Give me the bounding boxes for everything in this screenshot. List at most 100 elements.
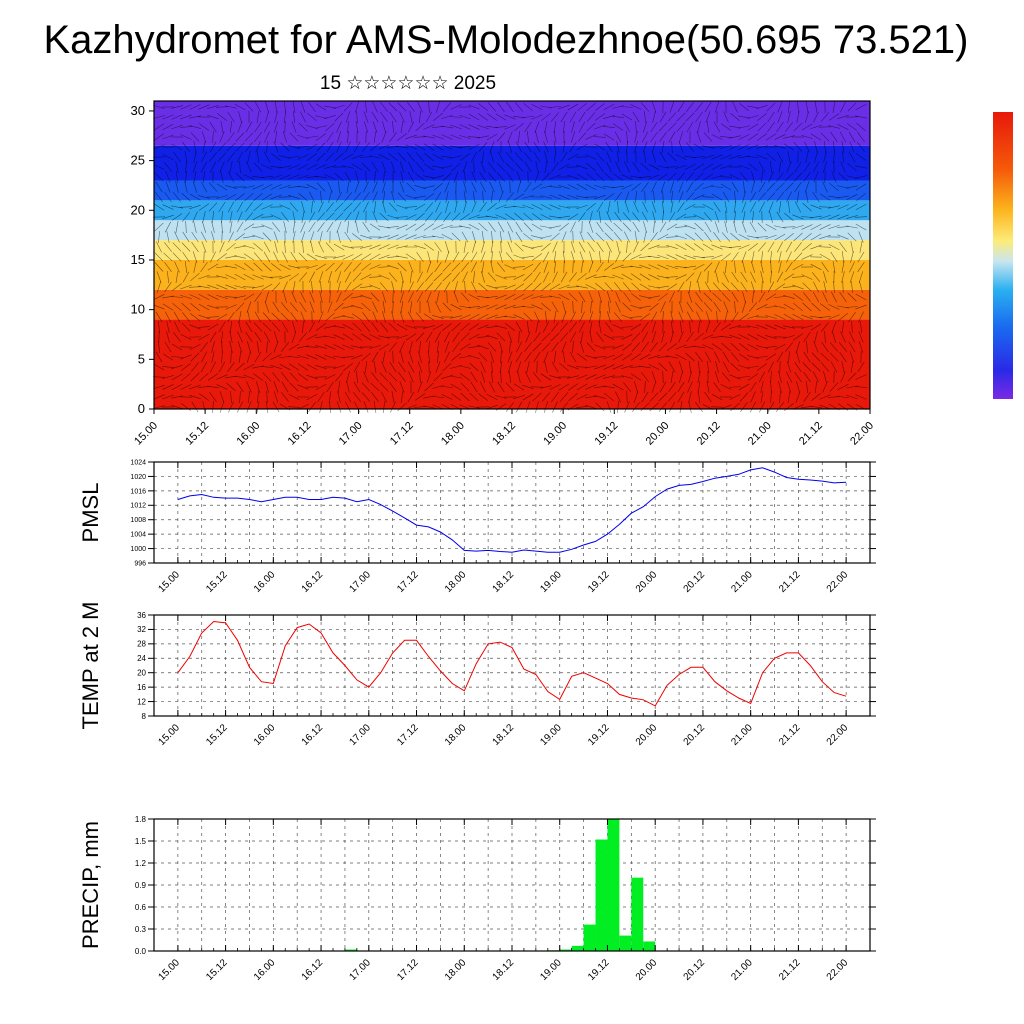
wind-barb bbox=[437, 250, 439, 264]
wind-barb bbox=[463, 241, 467, 253]
wind-barb bbox=[648, 244, 660, 250]
wind-barb bbox=[270, 194, 282, 200]
wind-barb bbox=[175, 271, 179, 283]
wind-barb bbox=[261, 176, 273, 178]
wind-barb bbox=[182, 141, 190, 153]
wind-barb bbox=[603, 334, 615, 340]
x-tick-label: 18.12 bbox=[490, 420, 518, 448]
wind-barb bbox=[694, 302, 704, 312]
wind-barb bbox=[171, 383, 183, 391]
wind-barb bbox=[379, 382, 389, 392]
wind-barb bbox=[351, 295, 363, 299]
wind-barb bbox=[207, 373, 219, 381]
wind-barb bbox=[515, 321, 523, 333]
wind-barb bbox=[687, 381, 693, 393]
wind-barb bbox=[245, 201, 253, 213]
wind-barb bbox=[363, 371, 369, 383]
wind-barb bbox=[184, 261, 188, 273]
x-tick-label: 20.12 bbox=[682, 957, 708, 983]
wind-barb bbox=[603, 133, 615, 141]
wind-barb bbox=[704, 221, 712, 233]
wind-barb bbox=[262, 312, 272, 322]
wind-barb bbox=[794, 242, 802, 252]
wind-barb bbox=[620, 266, 634, 268]
wind-barb bbox=[260, 216, 274, 218]
wind-barb bbox=[441, 134, 453, 140]
wind-barb bbox=[623, 382, 631, 392]
wind-barb bbox=[399, 111, 405, 123]
wind-barb bbox=[570, 131, 576, 143]
wind-barb bbox=[256, 401, 260, 413]
wind-barb bbox=[769, 211, 773, 223]
wind-barb bbox=[585, 365, 597, 369]
wind-barb bbox=[810, 323, 822, 331]
wind-barb bbox=[720, 323, 732, 331]
wind-barb bbox=[496, 332, 506, 342]
wind-barb bbox=[814, 101, 818, 113]
wind-barb bbox=[720, 123, 732, 131]
wind-barb bbox=[467, 306, 481, 308]
wind-barb bbox=[559, 402, 569, 412]
y-tick-label: 1020 bbox=[130, 474, 146, 481]
wind-barb bbox=[471, 281, 477, 293]
wind-barb bbox=[828, 304, 840, 310]
wind-barb bbox=[361, 302, 371, 312]
wind-barb bbox=[387, 146, 399, 148]
wind-barb bbox=[300, 231, 306, 243]
wind-barb bbox=[603, 354, 615, 360]
wind-barb bbox=[477, 113, 489, 121]
wind-barb bbox=[796, 381, 800, 393]
wind-barb bbox=[778, 371, 782, 383]
wind-barb bbox=[517, 181, 521, 193]
wind-barb bbox=[361, 322, 371, 332]
wind-barb bbox=[793, 172, 803, 182]
wind-barb bbox=[407, 311, 415, 323]
wind-barb bbox=[683, 216, 697, 218]
wind-barb bbox=[164, 261, 172, 273]
wind-barb bbox=[676, 172, 686, 182]
wind-barb bbox=[733, 201, 737, 213]
wind-barb bbox=[162, 134, 174, 140]
wind-barb bbox=[360, 333, 372, 341]
wind-barb bbox=[495, 214, 507, 220]
wind-barb bbox=[505, 402, 515, 412]
wind-barb bbox=[382, 311, 386, 323]
wind-barb bbox=[396, 234, 408, 240]
wind-barb bbox=[686, 301, 694, 313]
wind-barb bbox=[504, 114, 516, 120]
wind-barb bbox=[468, 323, 480, 331]
wind-barb bbox=[436, 341, 440, 353]
wind-barb bbox=[234, 295, 246, 299]
wind-barb bbox=[650, 232, 658, 242]
wind-barb bbox=[678, 181, 684, 193]
wind-barb bbox=[721, 253, 731, 261]
wind-barb bbox=[747, 144, 759, 150]
wind-barb bbox=[371, 351, 379, 363]
wind-barb bbox=[261, 283, 273, 291]
wind-barb bbox=[193, 261, 197, 273]
wind-barb bbox=[731, 311, 739, 323]
wind-barb bbox=[264, 291, 270, 303]
wind-barb bbox=[747, 325, 759, 329]
wind-barb bbox=[424, 382, 434, 392]
wind-barb bbox=[221, 210, 223, 224]
wind-barb bbox=[541, 172, 551, 182]
y-tick-label: 1024 bbox=[130, 459, 146, 466]
wind-barb bbox=[292, 111, 296, 123]
wind-barb bbox=[612, 115, 624, 119]
wind-barb bbox=[246, 301, 252, 313]
wind-barb bbox=[261, 224, 273, 230]
wind-barb bbox=[694, 182, 704, 192]
wind-barb bbox=[679, 321, 683, 333]
wind-barb bbox=[371, 392, 379, 402]
wind-barb bbox=[776, 172, 784, 182]
wind-barb bbox=[721, 372, 731, 382]
wind-barb bbox=[676, 112, 686, 122]
wind-barb bbox=[765, 234, 777, 240]
wind-barb bbox=[489, 381, 495, 393]
wind-barb bbox=[333, 104, 345, 110]
wind-barb bbox=[667, 112, 677, 122]
wind-barb bbox=[181, 302, 191, 312]
wind-barb bbox=[239, 390, 241, 404]
wind-barb bbox=[228, 231, 234, 243]
